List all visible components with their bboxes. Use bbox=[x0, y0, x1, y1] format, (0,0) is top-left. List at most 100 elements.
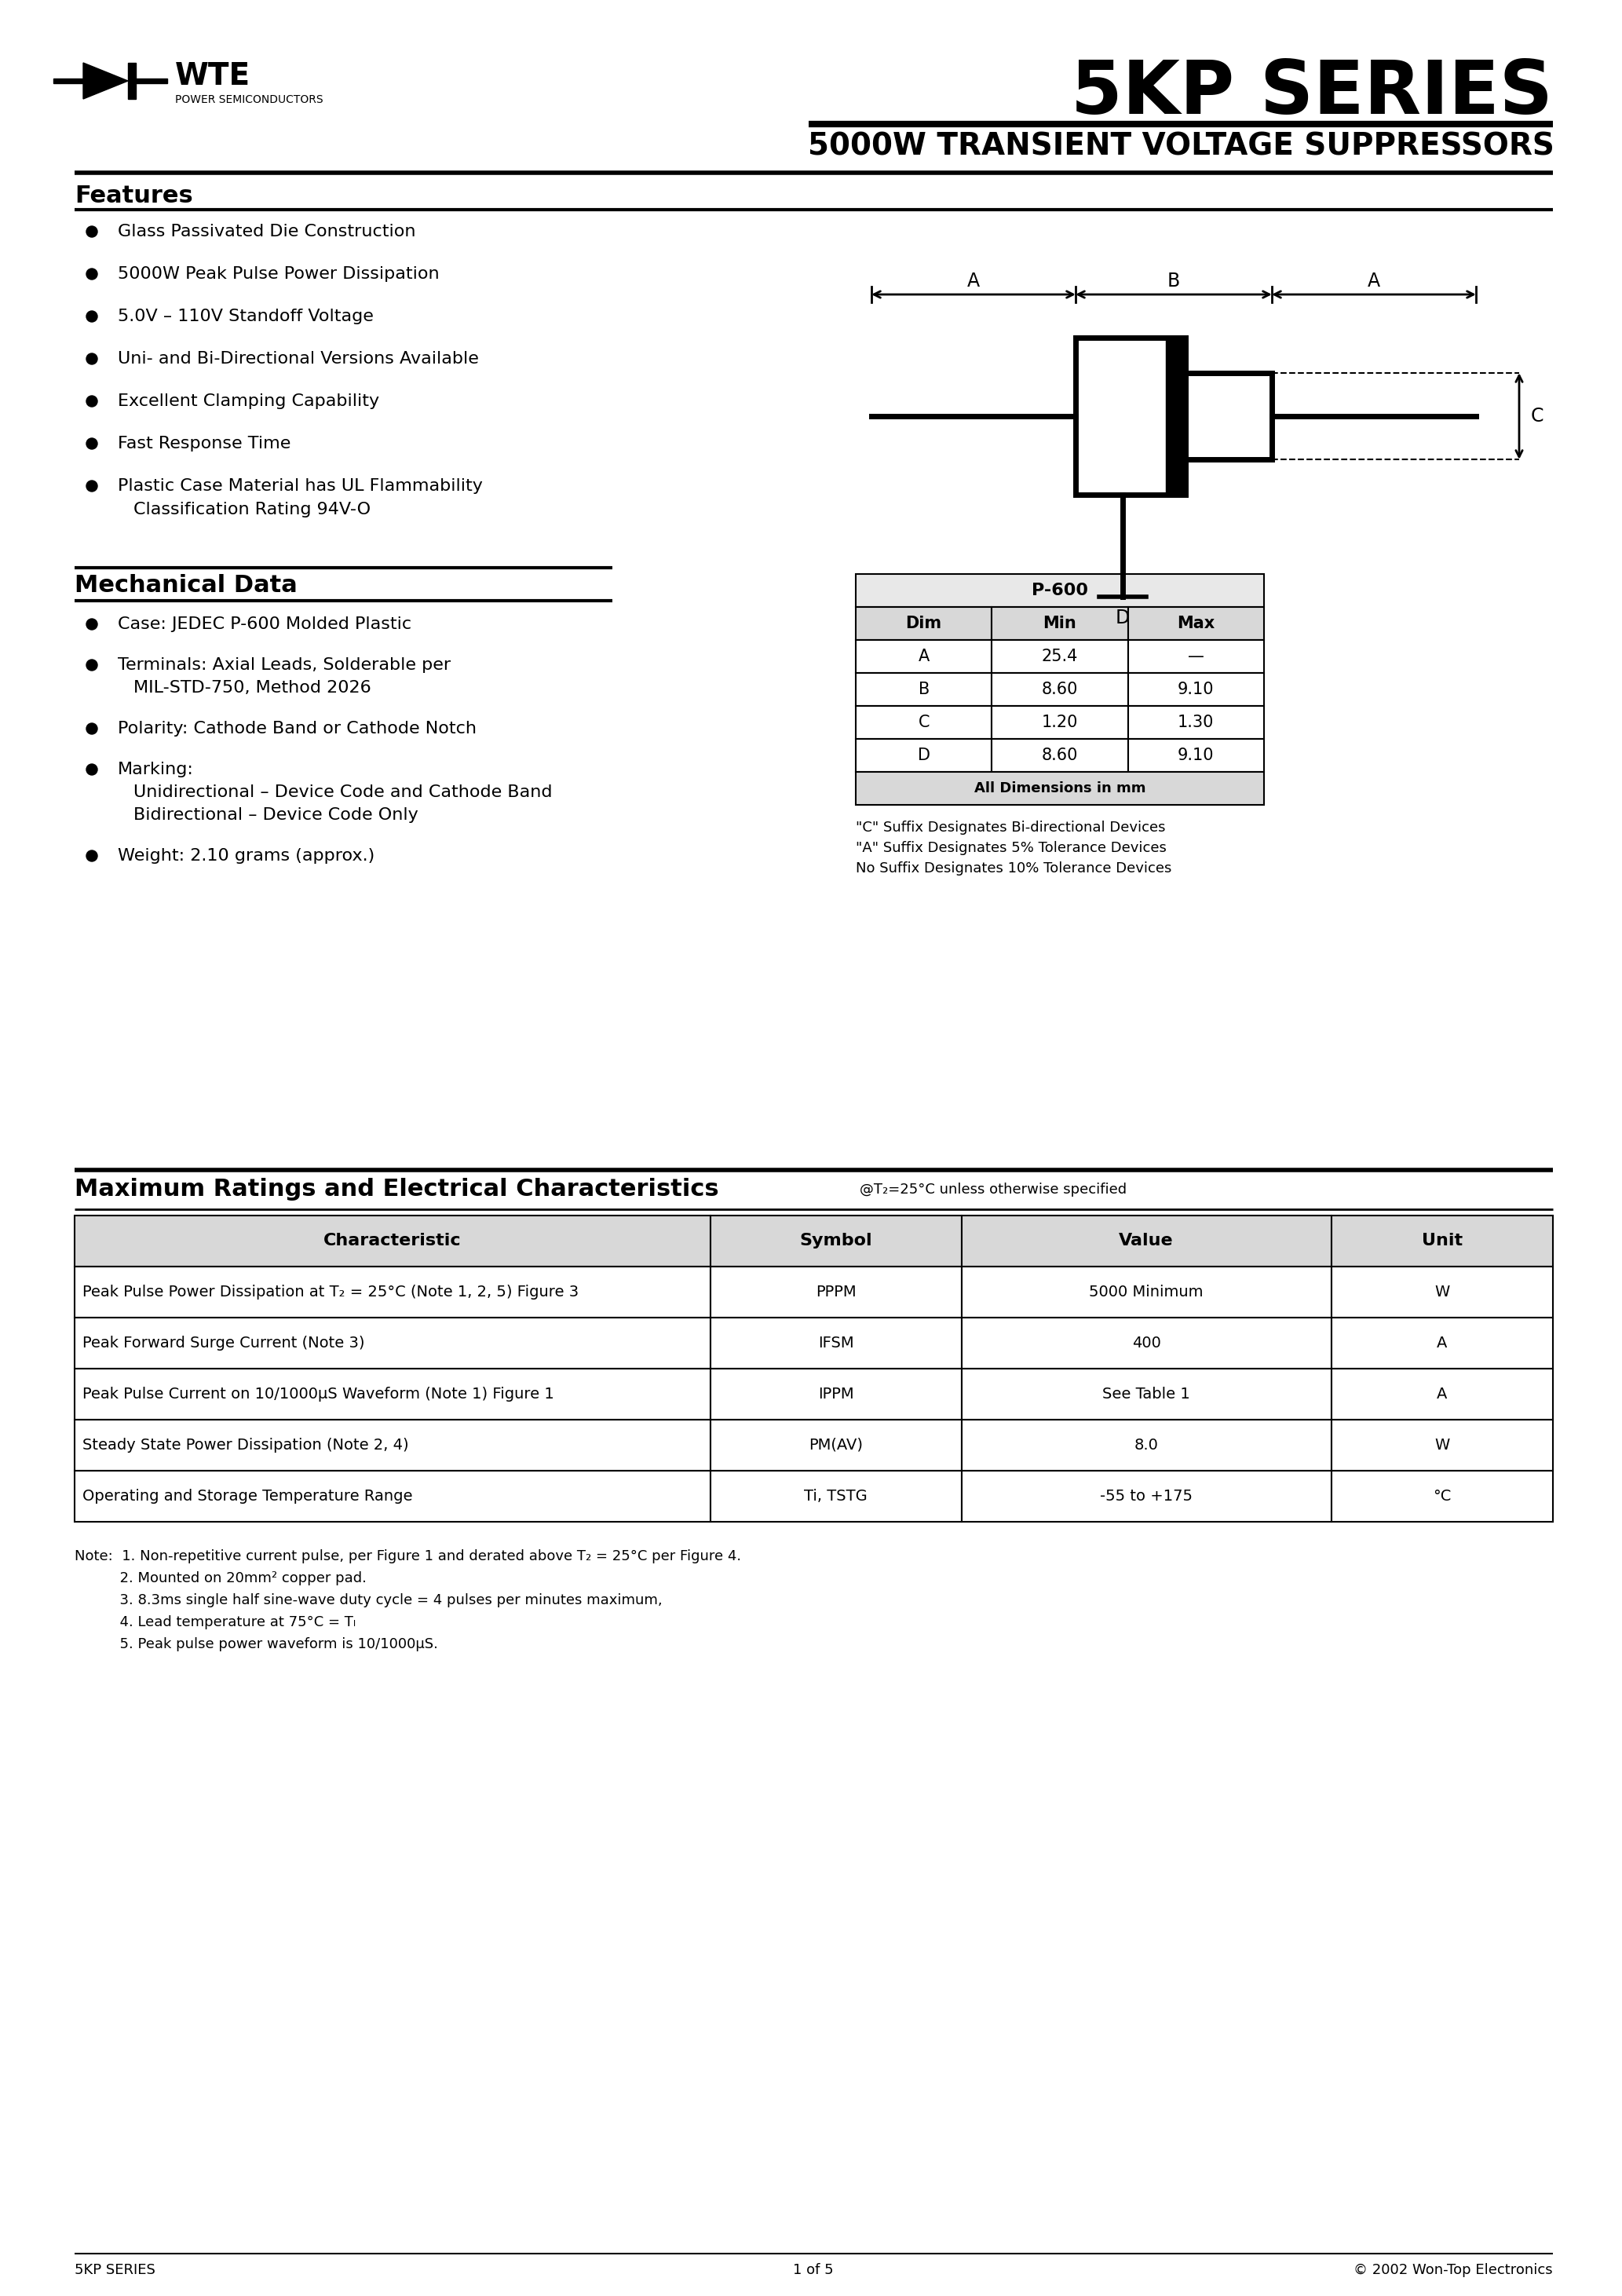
Bar bbox=[856, 641, 991, 673]
Bar bbox=[1075, 338, 1186, 494]
Bar bbox=[991, 673, 1127, 705]
Text: A: A bbox=[918, 647, 929, 664]
Text: Peak Pulse Power Dissipation at T₂ = 25°C (Note 1, 2, 5) Figure 3: Peak Pulse Power Dissipation at T₂ = 25°… bbox=[83, 1286, 579, 1300]
Text: Operating and Storage Temperature Range: Operating and Storage Temperature Range bbox=[83, 1488, 412, 1504]
Text: 9.10: 9.10 bbox=[1178, 748, 1215, 762]
Bar bbox=[1332, 1419, 1552, 1472]
Text: A: A bbox=[967, 271, 980, 292]
Text: Unidirectional – Device Code and Cathode Band: Unidirectional – Device Code and Cathode… bbox=[133, 785, 553, 799]
Text: POWER SEMICONDUCTORS: POWER SEMICONDUCTORS bbox=[175, 94, 323, 106]
Text: Dim: Dim bbox=[905, 615, 942, 631]
Circle shape bbox=[86, 395, 97, 406]
Bar bbox=[962, 1318, 1332, 1368]
Text: No Suffix Designates 10% Tolerance Devices: No Suffix Designates 10% Tolerance Devic… bbox=[856, 861, 1171, 875]
Text: C: C bbox=[1531, 406, 1544, 425]
Text: 5. Peak pulse power waveform is 10/1000μS.: 5. Peak pulse power waveform is 10/1000μ… bbox=[75, 1637, 438, 1651]
Bar bbox=[75, 1215, 710, 1267]
Polygon shape bbox=[83, 62, 128, 99]
Text: 4. Lead temperature at 75°C = Tₗ: 4. Lead temperature at 75°C = Tₗ bbox=[75, 1614, 355, 1630]
Text: IPPM: IPPM bbox=[817, 1387, 853, 1401]
Text: 5.0V – 110V Standoff Voltage: 5.0V – 110V Standoff Voltage bbox=[118, 308, 373, 324]
Text: Peak Pulse Current on 10/1000μS Waveform (Note 1) Figure 1: Peak Pulse Current on 10/1000μS Waveform… bbox=[83, 1387, 555, 1401]
Bar bbox=[1127, 673, 1264, 705]
Bar bbox=[1332, 1267, 1552, 1318]
Text: 400: 400 bbox=[1132, 1336, 1161, 1350]
Text: Weight: 2.10 grams (approx.): Weight: 2.10 grams (approx.) bbox=[118, 847, 375, 863]
Text: Steady State Power Dissipation (Note 2, 4): Steady State Power Dissipation (Note 2, … bbox=[83, 1437, 409, 1453]
Text: WTE: WTE bbox=[175, 62, 250, 92]
Text: PM(AV): PM(AV) bbox=[809, 1437, 863, 1453]
Text: 5000W TRANSIENT VOLTAGE SUPPRESSORS: 5000W TRANSIENT VOLTAGE SUPPRESSORS bbox=[808, 131, 1554, 161]
Text: Mechanical Data: Mechanical Data bbox=[75, 574, 297, 597]
Circle shape bbox=[86, 225, 97, 236]
Text: Marking:: Marking: bbox=[118, 762, 193, 778]
Bar bbox=[991, 606, 1127, 641]
Bar bbox=[856, 574, 1264, 606]
Bar bbox=[710, 1267, 962, 1318]
Bar bbox=[856, 705, 991, 739]
Text: A: A bbox=[1437, 1387, 1447, 1401]
Bar bbox=[710, 1318, 962, 1368]
Bar bbox=[710, 1472, 962, 1522]
Bar bbox=[962, 1419, 1332, 1472]
Bar bbox=[710, 1215, 962, 1267]
Text: Value: Value bbox=[1119, 1233, 1174, 1249]
Text: 1.20: 1.20 bbox=[1041, 714, 1079, 730]
Text: 25.4: 25.4 bbox=[1041, 647, 1079, 664]
Text: 5000W Peak Pulse Power Dissipation: 5000W Peak Pulse Power Dissipation bbox=[118, 266, 440, 282]
Text: Note:  1. Non-repetitive current pulse, per Figure 1 and derated above T₂ = 25°C: Note: 1. Non-repetitive current pulse, p… bbox=[75, 1550, 741, 1564]
Text: Case: JEDEC P-600 Molded Plastic: Case: JEDEC P-600 Molded Plastic bbox=[118, 615, 412, 631]
Text: Characteristic: Characteristic bbox=[323, 1233, 461, 1249]
Text: Plastic Case Material has UL Flammability: Plastic Case Material has UL Flammabilit… bbox=[118, 478, 483, 494]
Bar bbox=[75, 1368, 710, 1419]
Text: Excellent Clamping Capability: Excellent Clamping Capability bbox=[118, 393, 380, 409]
Text: 8.60: 8.60 bbox=[1041, 682, 1079, 698]
Text: —: — bbox=[1187, 647, 1204, 664]
Bar bbox=[75, 1267, 710, 1318]
Bar bbox=[1332, 1318, 1552, 1368]
Bar bbox=[962, 1267, 1332, 1318]
Bar bbox=[962, 1368, 1332, 1419]
Text: IFSM: IFSM bbox=[817, 1336, 853, 1350]
Text: 1.30: 1.30 bbox=[1178, 714, 1215, 730]
Bar bbox=[991, 705, 1127, 739]
Circle shape bbox=[86, 723, 97, 735]
Circle shape bbox=[86, 354, 97, 365]
Text: Fast Response Time: Fast Response Time bbox=[118, 436, 290, 452]
Text: A: A bbox=[1367, 271, 1380, 292]
Bar bbox=[75, 1419, 710, 1472]
Bar bbox=[1127, 739, 1264, 771]
Polygon shape bbox=[1166, 338, 1186, 494]
Text: Terminals: Axial Leads, Solderable per: Terminals: Axial Leads, Solderable per bbox=[118, 657, 451, 673]
Text: Glass Passivated Die Construction: Glass Passivated Die Construction bbox=[118, 223, 415, 239]
Circle shape bbox=[86, 659, 97, 670]
Text: Maximum Ratings and Electrical Characteristics: Maximum Ratings and Electrical Character… bbox=[75, 1178, 719, 1201]
Text: D: D bbox=[1116, 608, 1131, 627]
Text: W: W bbox=[1434, 1286, 1450, 1300]
Text: Peak Forward Surge Current (Note 3): Peak Forward Surge Current (Note 3) bbox=[83, 1336, 365, 1350]
Text: "C" Suffix Designates Bi-directional Devices: "C" Suffix Designates Bi-directional Dev… bbox=[856, 820, 1166, 836]
Text: C: C bbox=[918, 714, 929, 730]
Text: @T₂=25°C unless otherwise specified: @T₂=25°C unless otherwise specified bbox=[860, 1182, 1127, 1196]
Bar bbox=[962, 1215, 1332, 1267]
Bar bbox=[962, 1472, 1332, 1522]
Text: 8.0: 8.0 bbox=[1134, 1437, 1158, 1453]
Bar bbox=[991, 739, 1127, 771]
Text: B: B bbox=[918, 682, 929, 698]
Text: Classification Rating 94V-O: Classification Rating 94V-O bbox=[133, 503, 371, 517]
Text: D: D bbox=[918, 748, 929, 762]
Text: Min: Min bbox=[1043, 615, 1077, 631]
Polygon shape bbox=[128, 62, 136, 99]
Text: © 2002 Won-Top Electronics: © 2002 Won-Top Electronics bbox=[1354, 2264, 1552, 2278]
Text: MIL-STD-750, Method 2026: MIL-STD-750, Method 2026 bbox=[133, 680, 371, 696]
Bar bbox=[1127, 641, 1264, 673]
Circle shape bbox=[86, 765, 97, 776]
Text: Max: Max bbox=[1178, 615, 1215, 631]
Text: Polarity: Cathode Band or Cathode Notch: Polarity: Cathode Band or Cathode Notch bbox=[118, 721, 477, 737]
Text: P-600: P-600 bbox=[1032, 583, 1088, 599]
Text: "A" Suffix Designates 5% Tolerance Devices: "A" Suffix Designates 5% Tolerance Devic… bbox=[856, 840, 1166, 854]
Text: PPPM: PPPM bbox=[816, 1286, 856, 1300]
Circle shape bbox=[86, 480, 97, 491]
Circle shape bbox=[86, 310, 97, 321]
Text: °C: °C bbox=[1432, 1488, 1452, 1504]
